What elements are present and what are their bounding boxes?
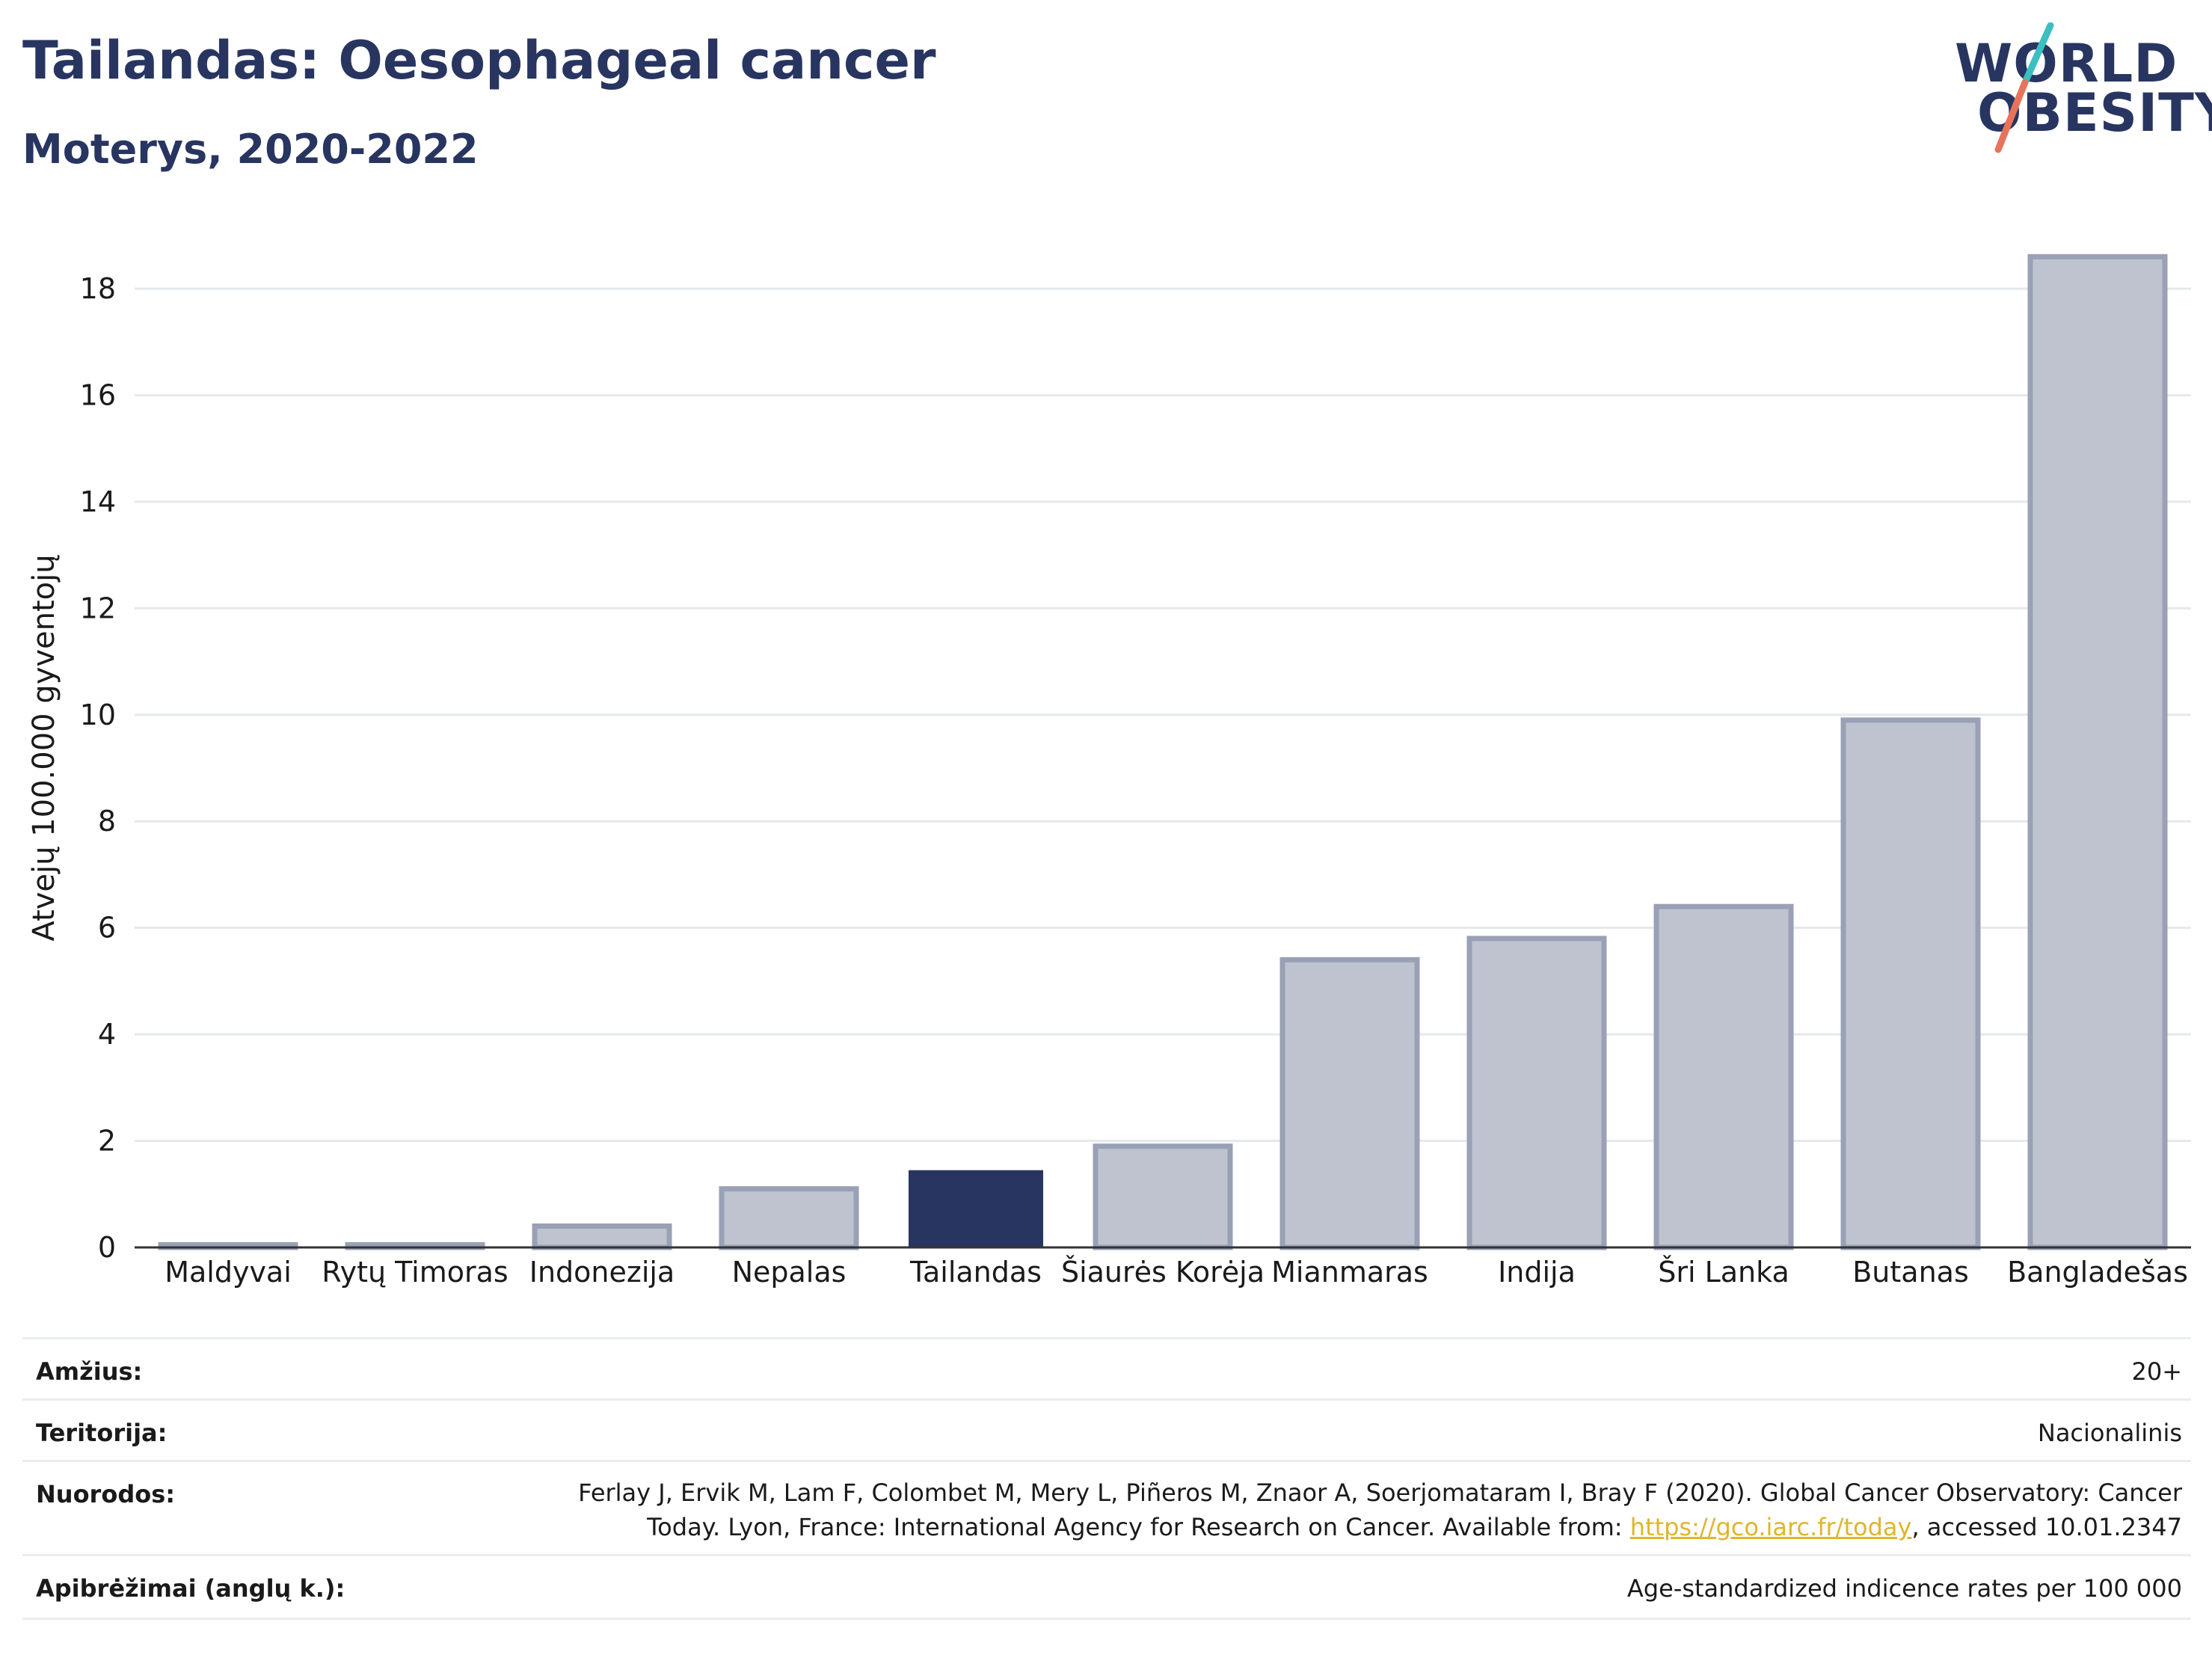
y-tick-label: 0 [98,1231,116,1264]
logo-slash-icon [1994,22,2054,153]
info-row-age: Amžius: 20+ [22,1337,2191,1401]
x-tick-label: Nepalas [732,1256,847,1289]
territory-value: Nacionalinis [2037,1419,2182,1447]
x-tick-label: Maldyvai [165,1256,292,1289]
axes: 0 2 4 6 8 10 12 14 16 18 Maldyvai Rytų Timoras Indon… [80,272,2191,1289]
references-label: Nuorodos: [36,1480,176,1508]
y-tick-label: 6 [98,912,116,945]
bar-6[interactable] [1279,957,1420,1250]
bar-chart: 0 2 4 6 8 10 12 14 16 18 Maldyvai Rytų Timoras Indon… [27,254,2191,1289]
y-tick-label: 12 [80,592,116,624]
references-line-2-suffix: , accessed 10.01.2347 [1911,1513,2182,1541]
y-axis-label: Atvejų 100.000 gyventojų [27,554,61,941]
y-tick-label: 18 [80,272,116,305]
definitions-label: Apibrėžimai (anglų k.): [36,1574,345,1603]
x-tick-label: Mianmaras [1271,1256,1428,1289]
x-tick-label: Indija [1498,1256,1576,1289]
definitions-value: Age-standardized indicence rates per 100… [1626,1574,2182,1603]
y-tick-label: 14 [80,485,116,518]
bar-8[interactable] [1653,903,1794,1250]
logo-word-world: WORLD [1955,33,2178,94]
y-tick-label: 16 [80,378,116,411]
bar-4[interactable] [909,1170,1043,1247]
bar-2[interactable] [532,1223,672,1250]
info-row-territory: Teritorija: Nacionalinis [22,1398,2191,1462]
y-tick-label: 4 [98,1018,116,1051]
bar-3[interactable] [719,1186,859,1250]
bar-7[interactable] [1466,936,1607,1250]
chart-subtitle: Moterys, 2020-2022 [22,126,479,173]
x-tick-label: Šiaurės Korėja [1061,1256,1265,1289]
info-row-definitions: Apibrėžimai (anglų k.): Age-standardized… [22,1554,2191,1620]
age-value: 20+ [2131,1357,2182,1386]
world-obesity-logo[interactable]: WORLD OBESITY [1944,22,2212,157]
references-line-2-text: Today. Lyon, France: International Agenc… [647,1513,1630,1541]
x-tick-label: Rytų Timoras [322,1256,508,1289]
bars [158,254,2168,1250]
x-tick-label: Indonezija [529,1256,675,1289]
references-line-2: Today. Lyon, France: International Agenc… [578,1510,2182,1544]
bar-5[interactable] [1093,1143,1233,1250]
references-line-1: Ferlay J, Ervik M, Lam F, Colombet M, Me… [578,1479,2182,1507]
y-tick-label: 8 [98,805,116,838]
bar-9[interactable] [1840,717,1981,1250]
y-tick-label: 2 [98,1125,116,1158]
x-tick-label: Bangladešas [2007,1256,2188,1289]
bar-10[interactable] [2027,254,2168,1250]
x-tick-label: Butanas [1852,1256,1969,1289]
y-tick-label: 10 [80,698,116,731]
info-row-references: Nuorodos: Ferlay J, Ervik M, Lam F, Colo… [22,1460,2191,1556]
references-value: Ferlay J, Ervik M, Lam F, Colombet M, Me… [578,1476,2182,1544]
age-label: Amžius: [36,1357,143,1386]
x-tick-label: Šri Lanka [1658,1256,1789,1289]
territory-label: Teritorija: [36,1419,168,1447]
x-tick-label: Tailandas [909,1256,1042,1289]
chart-title: Tailandas: Oesophageal cancer [22,30,936,91]
references-link[interactable]: https://gco.iarc.fr/today [1629,1513,1912,1541]
